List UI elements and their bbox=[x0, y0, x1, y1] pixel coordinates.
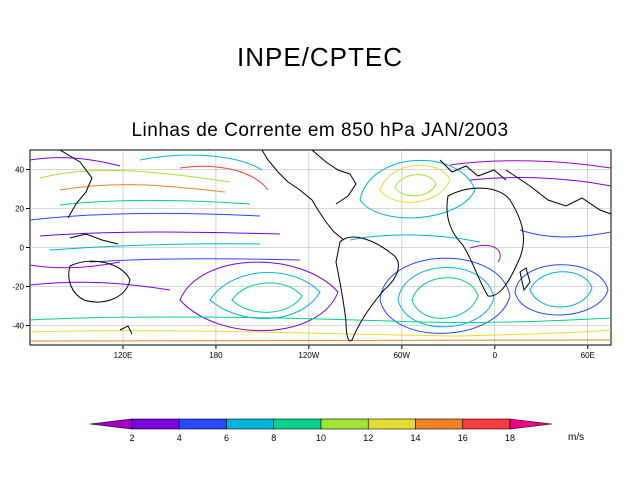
graticule bbox=[30, 150, 611, 345]
colorbar-swatch bbox=[509, 418, 553, 430]
north-america-coast bbox=[261, 150, 345, 241]
new-zealand-coast bbox=[119, 325, 133, 335]
colorbar-swatches bbox=[89, 418, 553, 430]
north-america-east-coast bbox=[311, 150, 357, 205]
colorbar-swatch bbox=[226, 418, 275, 430]
east-asia-coast bbox=[59, 150, 93, 219]
colorbar-unit-label: m/s bbox=[568, 432, 585, 443]
streamlines bbox=[30, 154, 611, 342]
colorbar-tick-label: 10 bbox=[316, 433, 326, 443]
colorbar-tick-label: 2 bbox=[129, 433, 134, 443]
colorbar-tick-label: 14 bbox=[410, 433, 420, 443]
lon-tick-label: 0 bbox=[493, 351, 498, 360]
lon-tick-label: 60E bbox=[581, 351, 595, 360]
africa-coast bbox=[446, 187, 524, 297]
colorbar-swatch bbox=[178, 418, 227, 430]
organization-title: INPE/CPTEC bbox=[236, 42, 404, 72]
colorbar-tick-label: 18 bbox=[505, 433, 515, 443]
colorbar-swatch bbox=[462, 418, 511, 430]
colorbar-swatch bbox=[89, 418, 133, 430]
europe-coast bbox=[439, 159, 507, 181]
colorbar-swatch bbox=[320, 418, 369, 430]
australia-coast bbox=[68, 260, 131, 303]
asia-coast bbox=[505, 169, 611, 215]
colorbar: 2 4 6 8 10 12 14 16 18 bbox=[89, 418, 553, 443]
lon-tick-label: 180 bbox=[209, 351, 223, 360]
colorbar-tick-label: 4 bbox=[177, 433, 182, 443]
chart-title: Linhas de Corrente em 850 hPa JAN/2003 bbox=[131, 120, 509, 141]
colorbar-tick-label: 16 bbox=[458, 433, 468, 443]
colorbar-swatch bbox=[273, 418, 322, 430]
lat-tick-label: 0 bbox=[20, 244, 25, 253]
longitude-axis: 120E 180 120W 60W 0 60E bbox=[114, 345, 595, 360]
map-panel: 40 20 0 -20 -40 120E 180 120W 60W 0 60E bbox=[12, 149, 612, 360]
lat-tick-label: 40 bbox=[15, 166, 24, 175]
colorbar-swatch bbox=[367, 418, 416, 430]
colorbar-tick-label: 6 bbox=[224, 433, 229, 443]
colorbar-tick-label: 8 bbox=[271, 433, 276, 443]
south-america-coast bbox=[335, 236, 399, 342]
madagascar-coast bbox=[519, 267, 531, 292]
colorbar-swatch bbox=[415, 418, 464, 430]
colorbar-tick-label: 12 bbox=[363, 433, 373, 443]
latitude-axis: 40 20 0 -20 -40 bbox=[12, 166, 30, 331]
lon-tick-label: 60W bbox=[394, 351, 411, 360]
lat-tick-label: 20 bbox=[15, 205, 24, 214]
lon-tick-label: 120E bbox=[114, 351, 133, 360]
lon-tick-label: 120W bbox=[298, 351, 319, 360]
colorbar-swatch bbox=[131, 418, 180, 430]
colorbar-labels: 2 4 6 8 10 12 14 16 18 bbox=[129, 433, 515, 443]
coastlines bbox=[59, 150, 611, 342]
lat-tick-label: -20 bbox=[12, 283, 24, 292]
indonesia-coast bbox=[69, 233, 119, 245]
lat-tick-label: -40 bbox=[12, 322, 24, 331]
